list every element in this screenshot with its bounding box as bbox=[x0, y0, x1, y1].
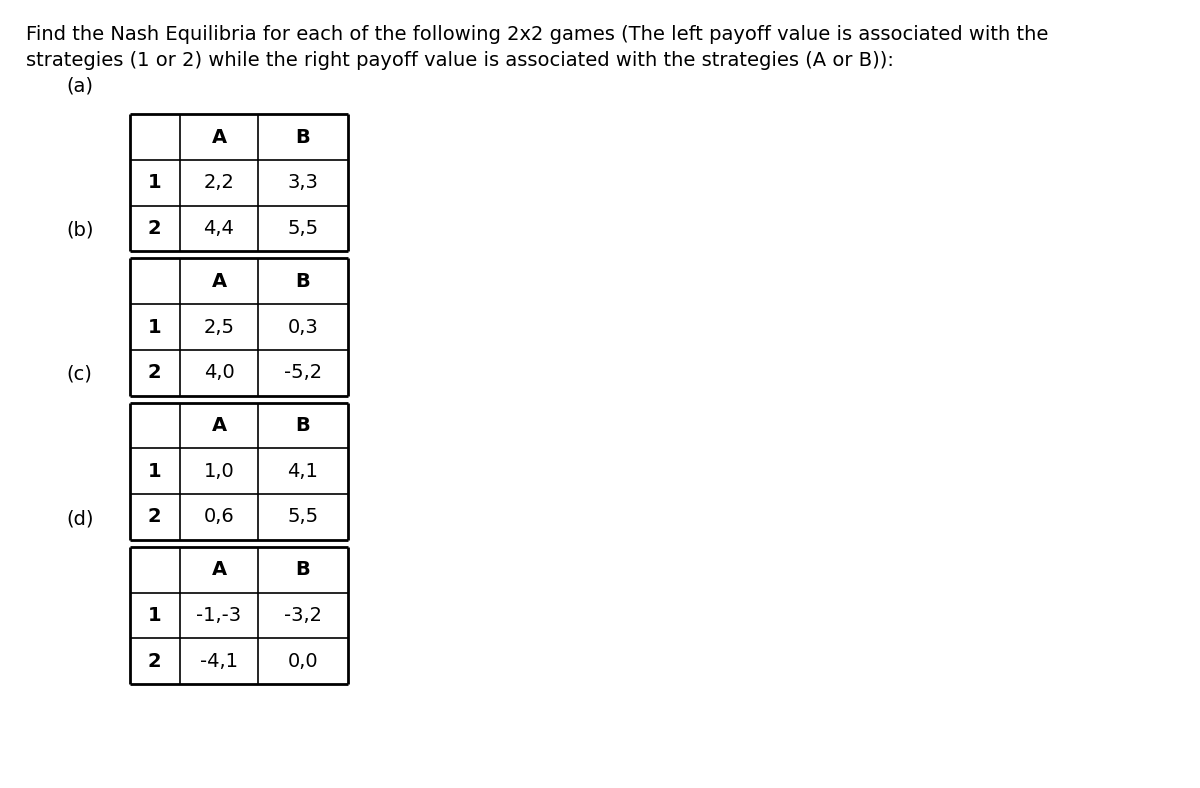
Text: 5,5: 5,5 bbox=[288, 507, 318, 526]
Text: Find the Nash Equilibria for each of the following 2x2 games (The left payoff va: Find the Nash Equilibria for each of the… bbox=[26, 25, 1049, 44]
Text: 1: 1 bbox=[148, 318, 162, 336]
Text: -3,2: -3,2 bbox=[284, 606, 322, 625]
Text: 0,3: 0,3 bbox=[288, 318, 318, 336]
Text: 1: 1 bbox=[148, 462, 162, 481]
Text: 5,5: 5,5 bbox=[288, 219, 318, 238]
Text: 2: 2 bbox=[148, 507, 162, 526]
Text: 4,0: 4,0 bbox=[204, 363, 234, 382]
Text: 2: 2 bbox=[148, 363, 162, 382]
Text: B: B bbox=[295, 416, 311, 435]
Text: 1: 1 bbox=[148, 606, 162, 625]
Text: 3,3: 3,3 bbox=[288, 173, 318, 192]
Text: 2: 2 bbox=[148, 652, 162, 671]
Text: 1,0: 1,0 bbox=[204, 462, 234, 481]
Text: 0,6: 0,6 bbox=[204, 507, 234, 526]
Text: B: B bbox=[295, 128, 311, 147]
Text: (a): (a) bbox=[66, 76, 94, 95]
Text: B: B bbox=[295, 560, 311, 579]
Text: A: A bbox=[211, 560, 227, 579]
Text: 4,1: 4,1 bbox=[288, 462, 318, 481]
Text: 4,4: 4,4 bbox=[204, 219, 234, 238]
Text: strategies (1 or 2) while the right payoff value is associated with the strategi: strategies (1 or 2) while the right payo… bbox=[26, 51, 894, 70]
Text: -1,-3: -1,-3 bbox=[197, 606, 241, 625]
Text: (c): (c) bbox=[66, 365, 92, 384]
Text: -4,1: -4,1 bbox=[200, 652, 238, 671]
Text: (d): (d) bbox=[66, 509, 94, 528]
Text: 2,5: 2,5 bbox=[204, 318, 234, 336]
Text: -5,2: -5,2 bbox=[284, 363, 322, 382]
Text: 1: 1 bbox=[148, 173, 162, 192]
Text: A: A bbox=[211, 128, 227, 147]
Text: 0,0: 0,0 bbox=[288, 652, 318, 671]
Text: A: A bbox=[211, 272, 227, 291]
Text: (b): (b) bbox=[66, 221, 94, 240]
Text: 2: 2 bbox=[148, 219, 162, 238]
Text: B: B bbox=[295, 272, 311, 291]
Text: A: A bbox=[211, 416, 227, 435]
Text: 2,2: 2,2 bbox=[204, 173, 234, 192]
